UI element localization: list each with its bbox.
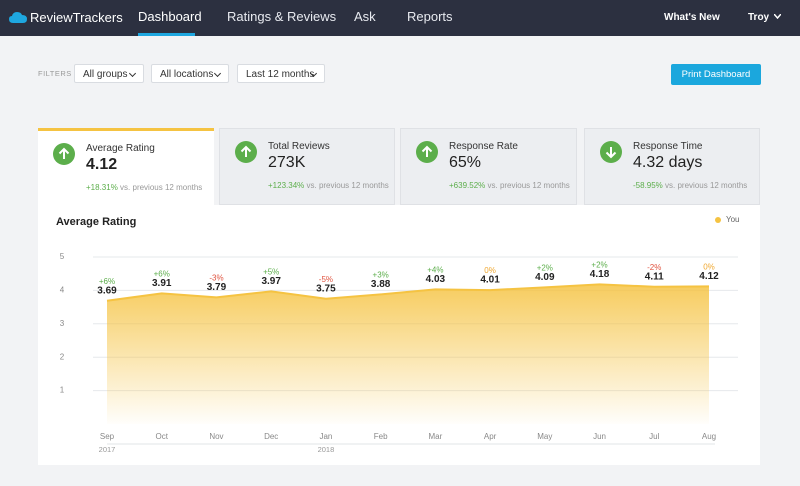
x-tick-label: Aug [702, 432, 716, 441]
logo-icon [9, 11, 27, 24]
kpi-change-row: +18.31% vs. previous 12 months [86, 183, 202, 192]
kpi-title: Response Rate [449, 141, 518, 152]
brand[interactable]: ReviewTrackers [30, 10, 123, 25]
value-label: 4.03 [426, 274, 446, 285]
kpi-note: vs. previous 12 months [120, 183, 202, 192]
value-label: 3.91 [152, 278, 172, 289]
kpi-value: 273K [268, 154, 305, 172]
active-tab-underline [138, 33, 195, 36]
chart: Average Rating 1 2 3 4 5 Sep 2017 Oct Nov Dec Jan 2… [38, 205, 760, 465]
change-label: +2% [591, 260, 607, 269]
top-nav: ReviewTrackers Dashboard Ratings & Revie… [0, 0, 800, 36]
x-year-label: 2017 [99, 445, 116, 454]
kpi-note: vs. previous 12 months [488, 181, 570, 190]
x-tick-label: Jul [649, 432, 659, 441]
trend-icon [235, 141, 257, 163]
value-label: 3.88 [371, 279, 391, 290]
filter-dropdown[interactable]: All locations [151, 64, 229, 83]
change-label: -5% [319, 275, 333, 284]
user-caret [774, 14, 781, 19]
filter-dropdown[interactable]: All groups [74, 64, 144, 83]
area-fill [107, 284, 709, 424]
kpi-title: Average Rating [86, 143, 155, 154]
x-tick-label: Apr [484, 432, 497, 441]
kpi-value: 4.12 [86, 156, 117, 174]
value-label: 3.97 [261, 276, 281, 287]
change-label: +6% [99, 277, 115, 286]
value-label: 3.75 [316, 283, 336, 294]
change-label: +5% [263, 268, 279, 277]
nav-tab[interactable]: Ask [354, 9, 376, 24]
change-label: +6% [154, 270, 170, 279]
kpi-value: 65% [449, 154, 481, 172]
x-tick-label: Feb [374, 432, 388, 441]
kpi-change-row: -58.95% vs. previous 12 months [633, 181, 747, 190]
user-menu[interactable]: Troy [748, 12, 769, 23]
kpi-note: vs. previous 12 months [665, 181, 747, 190]
chart-card: Average Rating 1 2 3 4 5 Sep 2017 Oct Nov Dec Jan 2… [38, 205, 760, 465]
x-year-label: 2018 [318, 445, 335, 454]
nav-tab[interactable]: Dashboard [138, 9, 202, 24]
y-tick-label: 4 [60, 286, 65, 295]
whats-new[interactable]: What's New [664, 12, 720, 23]
x-tick-label: Jun [593, 432, 606, 441]
kpi-change: -58.95% [633, 181, 663, 190]
kpi-title: Total Reviews [268, 141, 330, 152]
kpi-card[interactable]: Response Rate 65% +639.52% vs. previous … [400, 128, 577, 205]
y-tick-label: 5 [60, 252, 65, 261]
y-tick-label: 3 [60, 319, 65, 328]
value-label: 4.01 [480, 275, 500, 286]
value-label: 4.18 [590, 269, 610, 280]
x-tick-label: Mar [428, 432, 442, 441]
nav-tab[interactable]: Reports [407, 9, 453, 24]
legend-swatch [715, 217, 721, 223]
kpi-card[interactable]: Average Rating 4.12 +18.31% vs. previous… [38, 128, 214, 205]
change-label: -3% [209, 274, 223, 283]
change-label: 0% [484, 266, 496, 275]
change-label: 0% [703, 263, 715, 272]
x-tick-label: Oct [156, 432, 169, 441]
y-tick-label: 1 [60, 386, 65, 395]
trend-icon [600, 141, 622, 163]
change-label: +3% [373, 271, 389, 280]
print-button[interactable]: Print Dashboard [671, 64, 761, 85]
change-label: +2% [537, 264, 553, 273]
trend-icon [53, 143, 75, 165]
x-tick-label: Jan [319, 432, 332, 441]
kpi-note: vs. previous 12 months [307, 181, 389, 190]
x-tick-label: May [537, 432, 552, 441]
change-label: -2% [647, 263, 661, 272]
kpi-value: 4.32 days [633, 154, 702, 172]
kpi-change: +123.34% [268, 181, 304, 190]
x-tick-label: Dec [264, 432, 278, 441]
kpi-change: +18.31% [86, 183, 118, 192]
filters-label: FILTERS [38, 69, 72, 78]
kpi-change: +639.52% [449, 181, 485, 190]
value-label: 3.79 [207, 282, 227, 293]
value-label: 4.09 [535, 272, 555, 283]
filter-dropdown[interactable]: Last 12 months [237, 64, 325, 83]
legend-label: You [726, 215, 740, 224]
nav-tab[interactable]: Ratings & Reviews [227, 9, 336, 24]
value-label: 4.12 [699, 271, 719, 282]
change-label: +4% [427, 266, 443, 275]
kpi-title: Response Time [633, 141, 702, 152]
value-label: 3.69 [97, 285, 117, 296]
kpi-change-row: +639.52% vs. previous 12 months [449, 181, 570, 190]
x-tick-label: Nov [209, 432, 223, 441]
chart-title: Average Rating [56, 216, 136, 228]
value-label: 4.11 [645, 271, 664, 282]
y-tick-label: 2 [60, 352, 65, 361]
kpi-card[interactable]: Total Reviews 273K +123.34% vs. previous… [219, 128, 395, 205]
kpi-change-row: +123.34% vs. previous 12 months [268, 181, 389, 190]
kpi-card[interactable]: Response Time 4.32 days -58.95% vs. prev… [584, 128, 760, 205]
x-tick-label: Sep [100, 432, 115, 441]
trend-icon [416, 141, 438, 163]
